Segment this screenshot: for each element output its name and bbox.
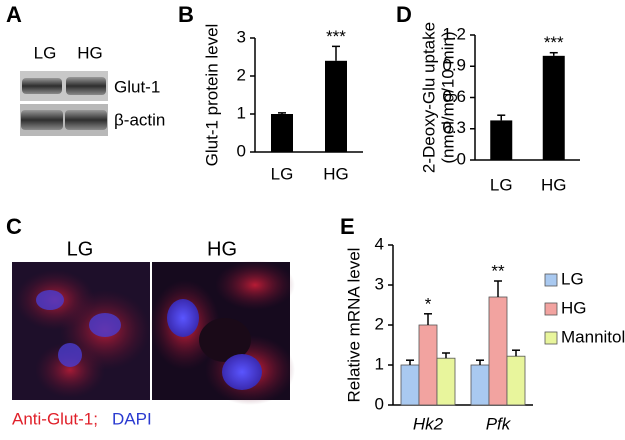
bar [400, 364, 420, 406]
caption-blue: DAPI [112, 409, 152, 428]
caption-red: Anti-Glut-1; [12, 409, 98, 428]
y-tick-label: 0 [375, 394, 384, 413]
blot-band [22, 78, 62, 94]
y-tick-label: 3 [375, 274, 384, 293]
y-tick-label: 0.6 [442, 87, 466, 106]
micrograph-lg [12, 262, 150, 400]
bar [490, 120, 513, 160]
y-tick-label: 2 [237, 65, 246, 84]
y-axis-label: 2-Deoxy-Glu uptake [419, 22, 438, 173]
legend-label: Mannitol [561, 327, 625, 346]
x-tick-label: HG [541, 175, 567, 194]
bar [436, 357, 456, 406]
y-axis-label: Glut-1 protein level [202, 24, 221, 167]
panel-label: C [6, 214, 22, 239]
bar [470, 364, 490, 406]
significance: ** [491, 261, 505, 280]
blot-band [65, 110, 107, 130]
y-tick-label: 4 [375, 234, 384, 253]
y-tick-label: 1.2 [442, 24, 466, 43]
legend-label: HG [561, 298, 587, 317]
bar [506, 355, 526, 406]
y-axis-label: (nmol/mg/10 min) [438, 31, 457, 163]
significance: * [425, 294, 432, 313]
x-tick-label: LG [490, 175, 513, 194]
band-label: Glut-1 [114, 77, 160, 96]
bar [325, 60, 347, 152]
legend-swatch [544, 302, 558, 316]
y-tick-label: 3 [237, 27, 246, 46]
blot-band [21, 110, 63, 130]
micrograph-hg [150, 260, 295, 405]
y-tick-label: 2 [375, 314, 384, 333]
band-label: β-actin [114, 110, 165, 129]
y-tick-label: 0 [237, 141, 246, 160]
bar [271, 114, 293, 152]
x-tick-label: LG [271, 164, 294, 183]
image-label: HG [207, 238, 237, 260]
y-tick-label: 0.3 [442, 118, 466, 137]
bar [418, 324, 438, 406]
y-tick-label: 0.9 [442, 56, 466, 75]
x-tick-label: Pfk [486, 414, 512, 433]
panel-label: A [6, 2, 22, 27]
y-tick-label: 0 [457, 149, 466, 168]
y-axis-label: Relative mRNA level [344, 248, 363, 403]
panel-label: D [396, 2, 412, 27]
significance: *** [544, 33, 564, 52]
legend-swatch [544, 273, 558, 287]
legend-swatch [544, 331, 558, 345]
significance: *** [326, 27, 346, 46]
x-tick-label: Hk2 [413, 414, 444, 433]
lane-label: LG [34, 43, 57, 62]
y-tick-label: 1 [237, 103, 246, 122]
lane-label: HG [77, 43, 103, 62]
x-tick-label: HG [323, 164, 349, 183]
bar [542, 55, 565, 161]
blot-band [66, 77, 106, 95]
bar [488, 296, 508, 406]
panel-label: B [178, 2, 194, 27]
legend-label: LG [561, 269, 584, 288]
panel-label: E [340, 214, 355, 239]
image-label: LG [67, 238, 94, 260]
y-tick-label: 1 [375, 354, 384, 373]
